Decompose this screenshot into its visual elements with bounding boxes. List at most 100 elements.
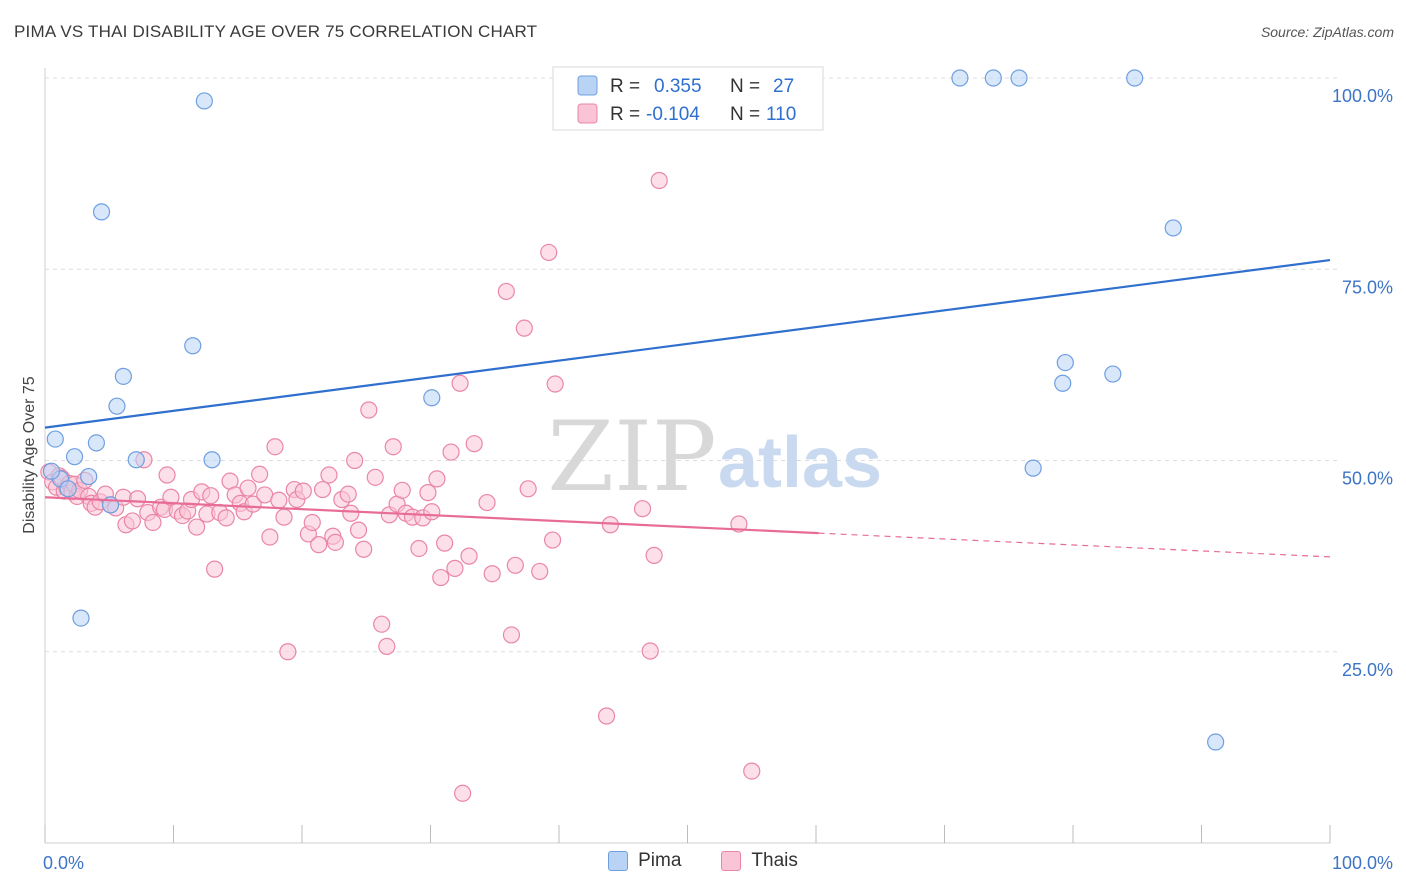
thais-point [743, 762, 761, 780]
thais-point [645, 546, 663, 564]
pima-trend-line [44, 258, 1331, 429]
y-tick-label: 100.0% [1332, 86, 1393, 106]
grid-lines [45, 77, 1338, 653]
pima-point [184, 337, 202, 355]
thais-point [294, 482, 312, 500]
thais-point [346, 451, 364, 470]
thais-point [502, 626, 521, 644]
pima-point [203, 451, 221, 469]
thais-point [279, 643, 297, 661]
legend-label-pima: Pima [638, 850, 682, 871]
thais-point [261, 528, 279, 546]
thais-point [423, 503, 441, 521]
legend-item-thais[interactable]: Thais [721, 850, 798, 872]
y-tick-label: 25.0% [1342, 660, 1393, 680]
pima-point [1207, 733, 1225, 751]
pima-point [127, 451, 145, 469]
thais-point [303, 513, 321, 532]
thais-point [419, 484, 437, 502]
thais-point [478, 493, 496, 512]
thais-point [123, 512, 141, 530]
y-tick-label: 75.0% [1342, 277, 1393, 297]
pima-point [1164, 219, 1182, 237]
legend-r-value-pima: 0.355 [654, 76, 702, 97]
axes [44, 68, 1331, 844]
pima-point [80, 467, 98, 486]
watermark-atlas: atlas [718, 423, 882, 503]
thais-point [275, 508, 293, 526]
thais-point [342, 504, 360, 522]
thais-point [349, 521, 368, 539]
legend-r-value-thais: -0.104 [646, 104, 700, 125]
bottom-legend: Pima Thais [0, 850, 1406, 872]
thais-point [373, 615, 391, 633]
thais-point [650, 171, 668, 190]
thais-point [217, 509, 235, 527]
legend-r-label: R = [610, 104, 640, 125]
pima-point [114, 367, 132, 385]
thais-point [360, 401, 378, 419]
thais-point [546, 375, 564, 393]
thais-point [506, 556, 524, 574]
thais-point [497, 282, 515, 301]
thais-point [531, 562, 549, 581]
legend-n-label: N = [730, 104, 760, 125]
thais-point [436, 534, 454, 552]
thais-point [641, 642, 659, 660]
tick-labels: 25.0% 50.0% 75.0% 100.0% 0.0% 100.0% [43, 86, 1393, 873]
thais-point [454, 784, 472, 802]
thais-point [460, 547, 478, 565]
pima-point [1054, 374, 1072, 392]
thais-point [310, 536, 328, 554]
thais-trend-line-extension [818, 532, 1331, 558]
series-pima-points [42, 69, 1225, 751]
thais-point [326, 533, 345, 551]
pima-point [1010, 69, 1028, 87]
thais-point [313, 480, 332, 499]
thais-point [446, 559, 464, 577]
pima-point [65, 448, 84, 466]
y-tick-label: 50.0% [1342, 469, 1393, 489]
thais-point [378, 637, 396, 655]
thais-point [730, 515, 748, 533]
pima-point [42, 462, 61, 480]
thais-point [432, 568, 450, 587]
pima-point [92, 203, 111, 221]
pima-point [59, 480, 77, 498]
thais-point [465, 435, 483, 453]
thais-point [202, 487, 220, 505]
thais-point [266, 438, 284, 456]
thais-point [206, 560, 224, 578]
thais-point [483, 565, 501, 583]
thais-point [540, 243, 558, 262]
thais-point [428, 470, 446, 488]
legend-item-pima[interactable]: Pima [608, 850, 681, 872]
thais-point [339, 485, 357, 503]
thais-point [270, 491, 288, 509]
thais-point [597, 707, 616, 725]
thais-point [451, 374, 469, 392]
thais-point [393, 481, 411, 499]
thais-point [410, 539, 428, 558]
y-axis-label: Disability Age Over 75 [21, 376, 38, 534]
x-tick-label-min: 0.0% [43, 853, 84, 873]
legend-swatch-pima [608, 851, 629, 871]
thais-point [384, 438, 402, 456]
thais-point [250, 465, 269, 483]
pima-point [195, 92, 213, 110]
legend-swatch-thais [721, 851, 742, 871]
pima-point [423, 389, 441, 407]
pima-point [108, 397, 126, 415]
legend-swatch-pima [577, 75, 598, 96]
thais-point [515, 319, 533, 337]
thais-point [158, 466, 176, 484]
legend-box: R = 0.355 N = 27 R = -0.104 N = 110 [552, 66, 824, 131]
thais-point [355, 540, 373, 558]
pima-point [1024, 459, 1042, 477]
thais-point [442, 443, 460, 461]
legend-swatch-thais [577, 103, 598, 124]
trend-lines [44, 258, 1331, 558]
thais-point [239, 479, 257, 497]
legend-label-thais: Thais [751, 850, 798, 871]
